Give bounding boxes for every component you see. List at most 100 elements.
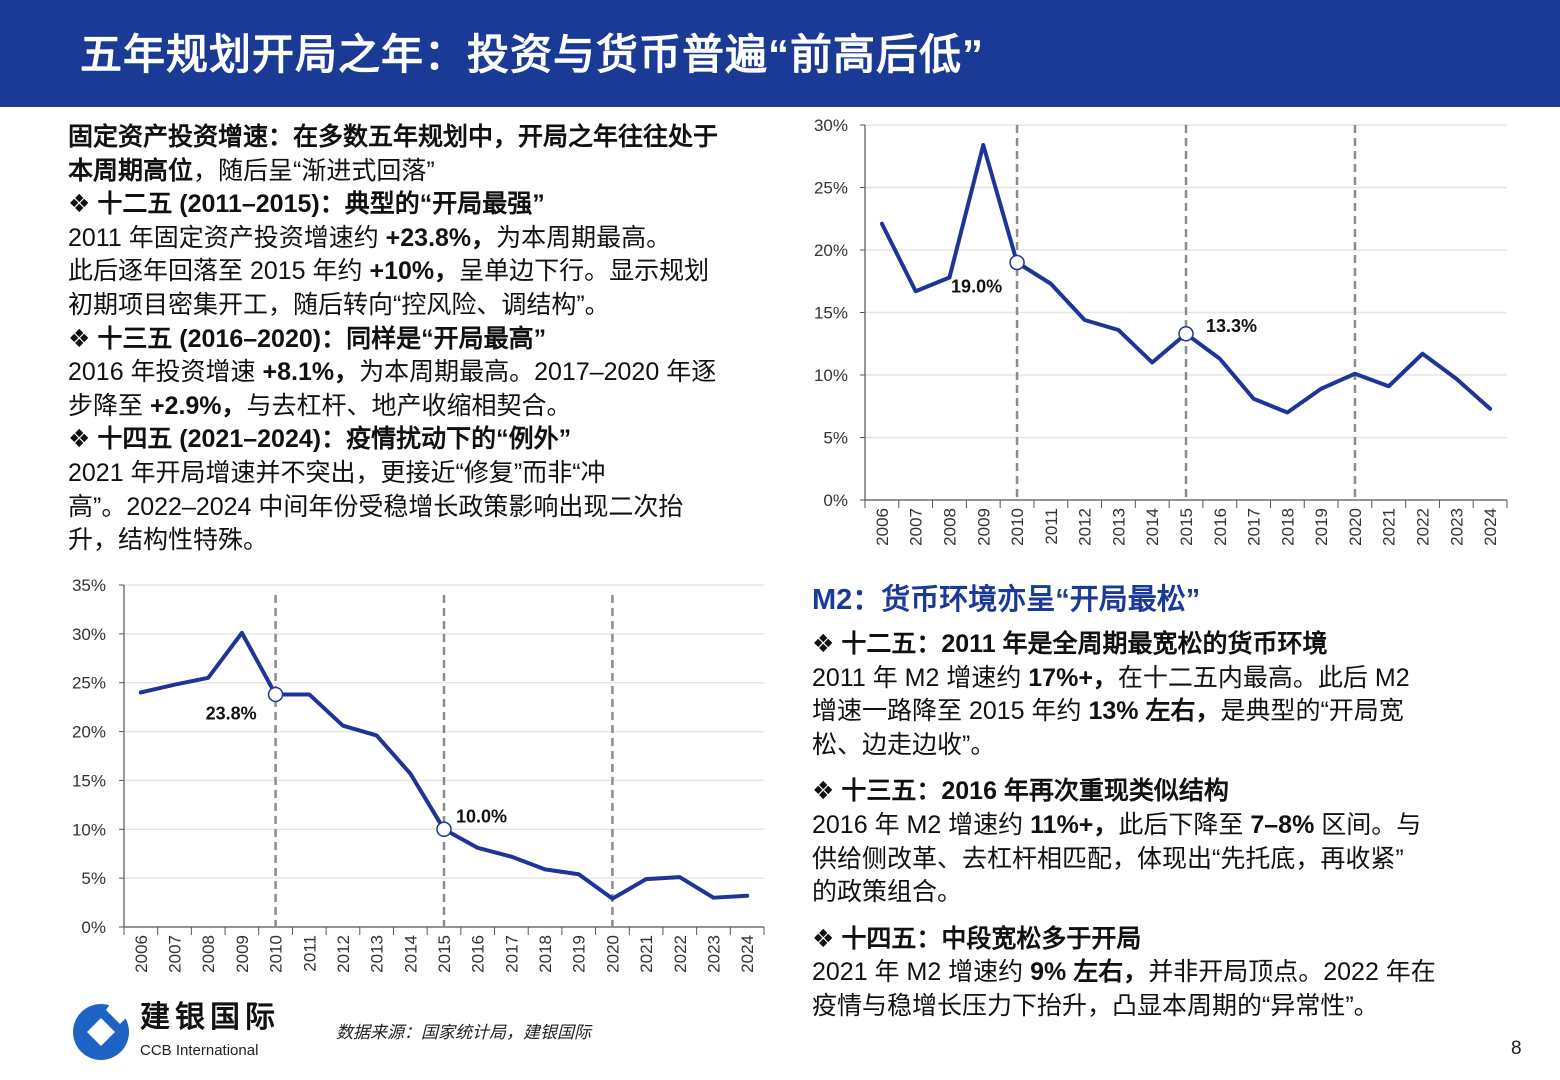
- body-text: 在十二五内最高。此后 M2: [1117, 663, 1410, 692]
- x-tick-label: 2020: [1346, 508, 1365, 546]
- x-tick-label: 2014: [1143, 508, 1162, 546]
- ccb-international-logo: 建银国际 CCB International: [70, 1000, 320, 1064]
- data-point: [1150, 361, 1154, 364]
- x-tick-label: 2006: [132, 935, 151, 973]
- y-tick-label: 5%: [81, 869, 106, 888]
- x-tick-label: 2024: [1481, 508, 1500, 546]
- bold-text: ❖ 十四五 (2021–2024)：疫情扰动下的“例外”: [68, 425, 572, 454]
- x-tick-label: 2008: [199, 935, 218, 973]
- body-text: 增速一路降至 2015 年约: [812, 697, 1089, 726]
- data-label: 10.0%: [456, 806, 507, 826]
- data-point: [1184, 332, 1188, 336]
- x-tick-label: 2015: [1177, 508, 1196, 546]
- x-tick-label: 2017: [502, 935, 521, 973]
- data-point: [139, 690, 143, 694]
- body-text: 此后逐年回落至 2015 年约: [68, 257, 370, 286]
- text-line: 2011 年固定资产投资增速约 +23.8%，为本周期最高。: [68, 222, 718, 256]
- text-line: 升，结构性特殊。: [68, 524, 718, 558]
- text-line: 初期项目密集开工，随后转向“控风险、调结构”。: [68, 289, 718, 323]
- text-line: 2011 年 M2 增速约 17%+，在十二五内最高。此后 M2: [812, 662, 1436, 696]
- x-tick-label: 2017: [1245, 508, 1264, 546]
- body-text: 是典型的“开局宽: [1220, 697, 1404, 726]
- data-point: [1252, 397, 1256, 401]
- data-point: [1353, 372, 1357, 376]
- bold-text: 7–8%: [1250, 810, 1315, 839]
- body-text: 疫情与稳增长压力下抬升，凸显本周期的“异常性”。: [812, 991, 1379, 1020]
- data-point: [1454, 377, 1458, 381]
- fai-commentary: 固定资产投资增速：在多数五年规划中，开局之年往往处于 本周期高位，随后呈“渐进式回…: [68, 121, 718, 558]
- m2-commentary: M2：货币环境亦呈“开局最松” ❖ 十二五：2011 年是全周期最宽松的货币环境…: [812, 580, 1436, 1037]
- y-tick-label: 20%: [814, 241, 848, 260]
- text-line: ❖ 十三五 (2016–2020)：同样是“开局最高”: [68, 323, 718, 357]
- bold-text: +8.1%，: [262, 358, 360, 387]
- data-point: [1015, 261, 1019, 264]
- x-tick-label: 2015: [435, 935, 454, 973]
- title-bar: 五年规划开局之年：投资与货币普遍“前高后低”: [0, 0, 1560, 107]
- data-point: [543, 867, 547, 871]
- text-line: 的政策组合。: [812, 876, 1436, 910]
- data-point: [711, 896, 715, 900]
- y-tick-label: 0%: [81, 918, 106, 937]
- x-tick-label: 2006: [873, 508, 892, 546]
- x-tick-label: 2012: [334, 935, 353, 973]
- x-tick-label: 2018: [536, 935, 555, 973]
- data-point: [1319, 387, 1323, 391]
- bold-text: ❖ 十二五：2011 年是全周期最宽松的货币环境: [812, 630, 1328, 658]
- bold-text: ❖ 十三五：2016 年再次重现类似结构: [812, 777, 1229, 806]
- bold-text: +10%，: [369, 257, 460, 286]
- data-point: [341, 724, 345, 728]
- data-point: [1285, 411, 1289, 414]
- y-tick-label: 35%: [72, 576, 106, 595]
- text-line: 增速一路降至 2015 年约 13% 左右，是典型的“开局宽: [812, 695, 1436, 729]
- body-text: 松、边走边收”。: [812, 730, 996, 759]
- text-line: 2016 年 M2 增速约 11%+，此后下降至 7–8% 区间。与: [812, 809, 1436, 843]
- body-text: 2011 年固定资产投资增速约: [68, 223, 386, 252]
- body-text: 初期项目密集开工，随后转向“控风险、调结构”。: [68, 290, 610, 319]
- m2-section: ❖ 十二五：2011 年是全周期最宽松的货币环境 2011 年 M2 增速约 17…: [812, 628, 1436, 762]
- y-tick-label: 0%: [823, 491, 848, 510]
- data-point: [880, 222, 884, 226]
- data-point: [274, 692, 278, 696]
- text-line: 供给侧改革、去杠杆相匹配，体现出“先托底，再收紧”: [812, 843, 1436, 877]
- series-line: [879, 143, 1493, 415]
- data-point: [408, 772, 412, 776]
- data-point: [1083, 318, 1087, 322]
- data-point: [947, 276, 951, 279]
- text-line: ❖ 十二五 (2011–2015)：典型的“开局最强”: [68, 188, 718, 222]
- x-tick-label: 2016: [469, 935, 488, 973]
- y-tick-label: 30%: [814, 116, 848, 135]
- highlight-marker: [1178, 326, 1194, 342]
- data-point: [1116, 328, 1120, 332]
- text-line: 固定资产投资增速：在多数五年规划中，开局之年往往处于: [68, 121, 718, 155]
- data-label: 23.8%: [206, 703, 257, 723]
- x-tick-label: 2019: [570, 935, 589, 973]
- data-point: [1218, 357, 1222, 361]
- y-tick-label: 15%: [814, 304, 848, 323]
- x-tick-label: 2021: [1380, 508, 1399, 546]
- data-point: [442, 827, 446, 831]
- x-tick-label: 2009: [974, 508, 993, 546]
- logo-text-cn: 建银国际: [140, 1001, 280, 1034]
- data-point: [1421, 352, 1425, 356]
- body-text: 并非开局顶点。2022 年在: [1148, 958, 1436, 987]
- body-text: 步降至: [68, 391, 150, 420]
- bold-text: +2.9%，: [149, 391, 247, 420]
- x-tick-label: 2016: [1211, 508, 1230, 546]
- bold-text: 9% 左右，: [1030, 958, 1149, 987]
- x-tick-label: 2007: [907, 508, 926, 546]
- y-tick-label: 20%: [72, 723, 106, 742]
- text-line: 疫情与稳增长压力下抬升，凸显本周期的“异常性”。: [812, 990, 1436, 1024]
- x-tick-label: 2014: [401, 935, 420, 973]
- text-line: 本周期高位，随后呈“渐进式回落”: [68, 155, 718, 189]
- text-line: 此后逐年回落至 2015 年约 +10%，呈单边下行。显示规划: [68, 255, 718, 289]
- x-tick-label: 2023: [704, 935, 723, 973]
- bold-text: 固定资产投资增速：在多数五年规划中，开局之年往往处于: [68, 123, 719, 151]
- data-point: [644, 877, 648, 881]
- x-tick-label: 2020: [603, 935, 622, 973]
- x-tick-label: 2011: [1042, 508, 1061, 545]
- body-text: 2021 年 M2 增速约: [812, 958, 1031, 987]
- body-text: ，随后呈“渐进式回落”: [193, 156, 435, 185]
- bold-text: ❖ 十二五 (2011–2015)：典型的“开局最强”: [68, 190, 545, 219]
- highlight-marker: [1009, 254, 1025, 271]
- bold-text: 本周期高位: [68, 156, 194, 185]
